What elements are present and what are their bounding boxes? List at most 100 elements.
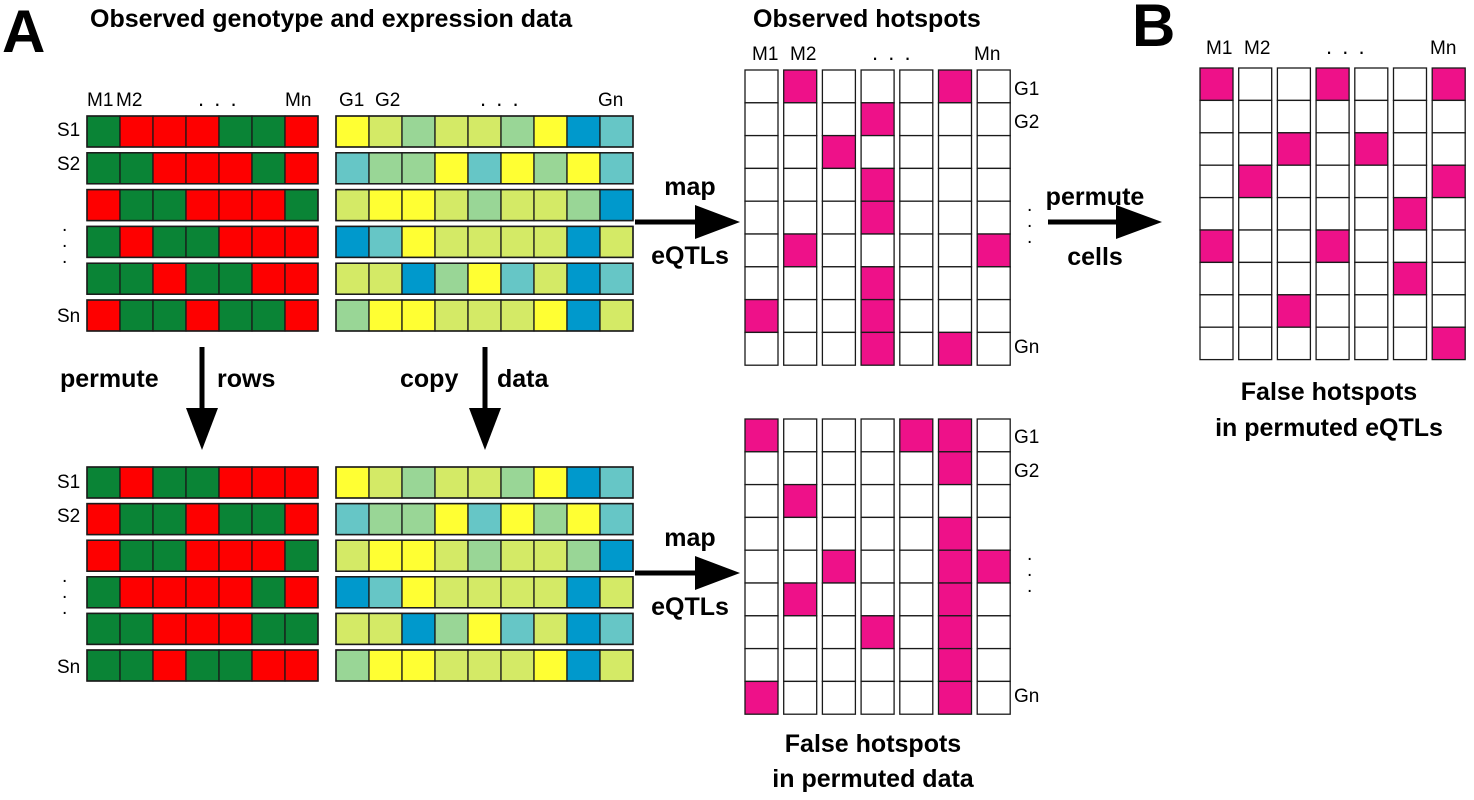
genotype-permuted-cell [152,502,187,536]
genotype-observed-cell [218,115,253,148]
observed-hotspot-cell [860,69,895,104]
false-hotspot-eqtl-cell [1276,132,1312,166]
false-hotspot-eqtl-cell [1354,164,1389,199]
genotype-observed-cell [119,152,154,185]
expression-copied-cell [500,612,535,646]
observed-hotspot-cell [976,200,1011,235]
observed-hotspot-cell [976,266,1011,301]
observed-hotspot-cell [860,233,895,268]
false-hotspot-data-cell [937,418,973,453]
false-hotspot-eqtl-cell [1276,99,1312,134]
false-hotspot-data-cell [976,615,1011,650]
false-hotspot-eqtl-cell [1431,229,1466,264]
false-hotspot-eqtl-cell [1238,99,1273,134]
observed-hotspot-cell [976,167,1011,202]
expression-copied-cell [599,539,634,572]
observed-hotspot-cell [937,102,973,137]
false-hotspot-eqtl-cell [1199,294,1234,328]
false-hotspot-data-cell [860,418,895,453]
expression-copied-cell [533,649,568,682]
observed-hotspot-cell [976,331,1011,366]
observed-hotspot-cell [976,69,1011,104]
hotspot-marker-m1: M1 [752,44,778,65]
false-hotspot-data-cell [783,418,818,453]
expression-copied-cell [335,649,370,682]
expression-observed-cell [599,115,634,148]
observed-hotspot-cell [937,298,973,334]
sample-vdots-permuted-2: . [62,582,67,603]
genotype-permuted-cell [251,649,286,682]
genotype-permuted-cell [152,576,187,609]
false-data-gene-vdots-3: . [1027,576,1032,597]
observed-hotspot-cell [937,167,973,202]
genotype-observed-cell [119,262,154,295]
false-hotspot-eqtl-cell [1199,164,1234,199]
observed-hotspot-cell [899,298,934,334]
false-hotspot-data-cell [860,582,895,617]
arrow-label-permute-cells: permute [1046,183,1145,211]
genotype-observed-cell [86,262,121,295]
false-hotspot-data-cell [937,549,973,584]
expression-copied-cell [368,539,403,572]
expression-observed-cell [467,188,502,222]
expression-copied-cell [566,539,601,572]
sample-label-s2: S2 [57,154,80,175]
expression-copied-cell [500,466,535,499]
false-hotspot-data-cell [976,418,1011,453]
false-hotspot-data-cell [821,483,857,519]
arrow-label-permute: permute [60,365,159,393]
observed-hotspot-cell [899,167,934,202]
observed-hotspot-cell [744,298,779,334]
expression-observed-row [335,152,634,185]
false-hotspot-data-cell [976,582,1011,617]
false-hotspot-eqtl-cell [1199,67,1234,102]
observed-hotspot-cell [899,331,934,366]
false-hotspot-data-cell [976,451,1011,486]
hotspot-marker-mn: Mn [974,44,1000,65]
observed-hotspot-cell [860,298,895,334]
false-hotspot-eqtl-cell [1315,67,1350,102]
false-hotspot-eqtl-cell [1392,132,1428,166]
false-hotspot-eqtl-cell [1392,261,1428,296]
expression-copied-cell [335,502,370,536]
false-hotspot-eqtl-cell [1354,229,1389,264]
expression-observed-row [335,299,634,332]
expression-observed-row [335,262,634,295]
genotype-observed-row [86,262,319,295]
genotype-permuted-row [86,612,319,646]
hotspot-marker-m2: M2 [790,44,816,65]
false-hotspot-eqtl-cell [1238,261,1273,296]
false-hotspot-data-cell [744,582,779,617]
genotype-permuted-cell [185,539,220,572]
false-hotspot-data-cell [860,680,895,715]
genotype-observed-cell [251,299,286,332]
gene-label-gn: Gn [598,90,623,111]
expression-observed-cell [434,299,469,332]
marker-label-m2: M2 [116,90,142,111]
genotype-observed-cell [86,115,121,148]
expression-copied-cell [368,649,403,682]
expression-copied-cell [566,502,601,536]
false-hotspot-eqtl-cell [1276,294,1312,328]
observed-hotspot-cell [783,266,818,301]
sample-label-s2-permuted: S2 [57,506,80,527]
genotype-permuted-cell [284,649,319,682]
expression-copied-row [335,539,634,572]
expression-observed-cell [434,225,469,259]
expression-observed-cell [566,225,601,259]
observed-hotspot-cell [976,134,1011,170]
false-hotspot-data-cell [937,483,973,519]
title-false-hotspots-eqtls-line1: False hotspots [1241,378,1417,406]
expression-copied-cell [401,649,436,682]
arrow-copy-data [469,347,501,450]
expression-copied-cell [599,502,634,536]
expression-copied-cell [599,576,634,609]
observed-hotspot-cell [821,167,857,202]
false-eqtl-marker-m2: M2 [1244,38,1270,59]
false-hotspot-eqtl-cell [1392,99,1428,134]
genotype-permuted-cell [284,466,319,499]
expression-observed-cell [401,115,436,148]
genotype-observed-cell [218,262,253,295]
genotype-observed-cell [185,262,220,295]
